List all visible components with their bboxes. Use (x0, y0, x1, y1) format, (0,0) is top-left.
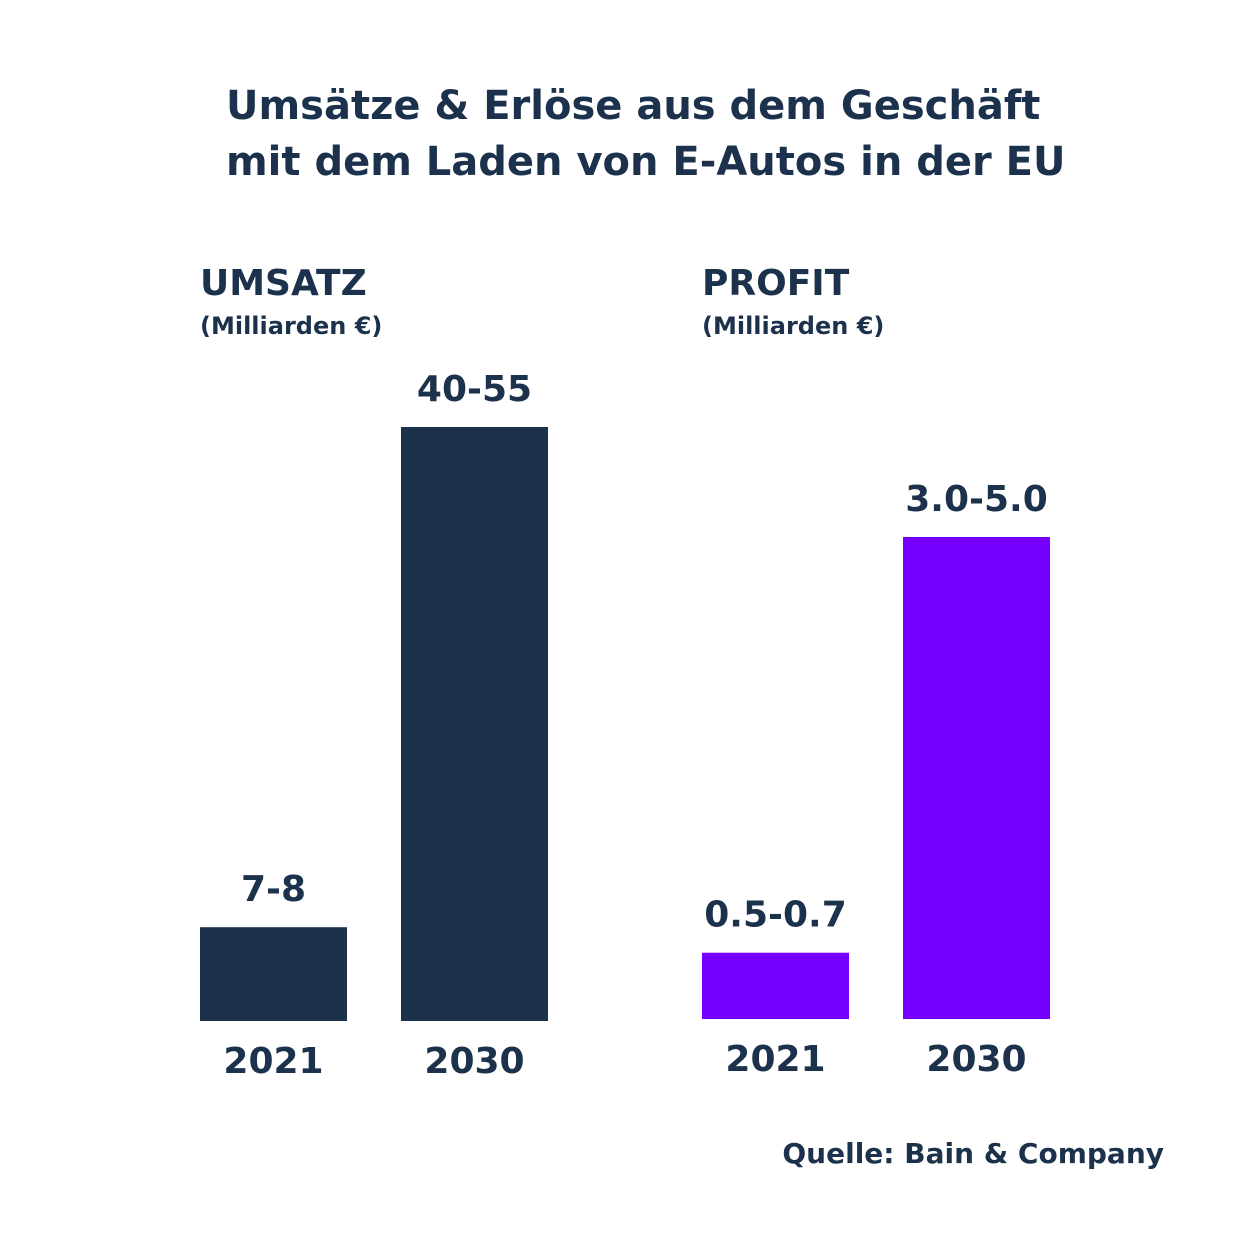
umsatz-tick-label-2030: 2030 (424, 1041, 524, 1082)
profit-data-label-2030: 3.0-5.0 (905, 479, 1048, 520)
umsatz-bar-2030 (401, 427, 548, 1021)
umsatz-panel-unit: (Milliarden €) (200, 312, 383, 340)
umsatz-panel-title: UMSATZ (200, 263, 367, 304)
profit-panel-unit: (Milliarden €) (702, 312, 885, 340)
chart-title-line-1: Umsätze & Erlöse aus dem Geschäft (226, 83, 1041, 129)
profit-tick-label-2030: 2030 (926, 1039, 1026, 1080)
profit-tick-label-2021: 2021 (725, 1039, 825, 1080)
profit-bar-2021 (702, 952, 849, 1019)
chart-title-line-2: mit dem Laden von E-Autos in der EU (226, 139, 1066, 185)
umsatz-data-label-2030: 40-55 (417, 369, 532, 410)
profit-data-label-2021: 0.5-0.7 (704, 895, 847, 936)
umsatz-tick-label-2021: 2021 (223, 1041, 323, 1082)
profit-bar-2030 (903, 537, 1050, 1019)
chart-title: Umsätze & Erlöse aus dem Geschäft mit de… (226, 78, 1186, 190)
profit-panel-title: PROFIT (702, 263, 850, 304)
umsatz-bar-2021 (200, 927, 347, 1021)
source-note: Quelle: Bain & Company (782, 1137, 1164, 1170)
umsatz-data-label-2021: 7-8 (241, 869, 306, 910)
